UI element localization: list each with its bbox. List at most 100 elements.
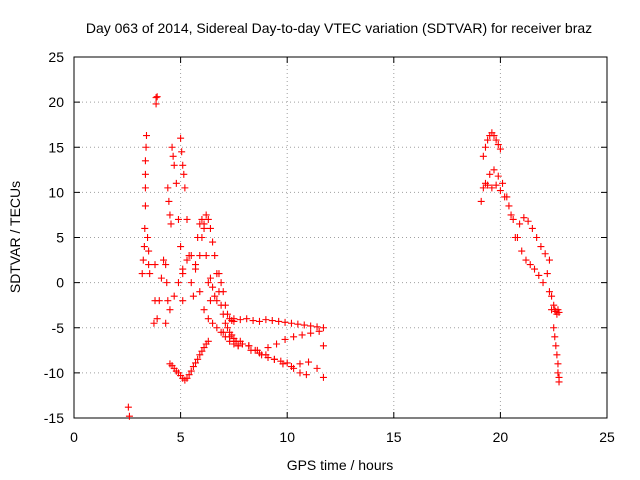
series-tail-20 xyxy=(477,181,547,287)
data-point xyxy=(238,340,246,348)
series-low-arc-5 xyxy=(166,337,212,384)
data-point xyxy=(187,279,195,287)
data-point xyxy=(183,256,191,264)
data-point xyxy=(174,279,182,287)
data-point xyxy=(232,337,240,345)
data-point xyxy=(496,187,504,195)
series-band-7 xyxy=(206,270,238,325)
data-point xyxy=(211,292,219,300)
data-point xyxy=(166,211,174,219)
data-point xyxy=(221,301,229,309)
data-point xyxy=(179,161,187,169)
data-point xyxy=(509,215,517,223)
data-point xyxy=(553,351,561,359)
data-point xyxy=(273,340,281,348)
data-point xyxy=(537,243,545,251)
data-point xyxy=(164,184,172,192)
data-point xyxy=(298,331,306,339)
data-point xyxy=(499,179,507,187)
data-point xyxy=(164,297,172,305)
series-tail-21 xyxy=(481,166,553,264)
series-arc-4 xyxy=(153,256,172,323)
series-band-4.5 xyxy=(164,143,187,305)
data-point xyxy=(550,301,558,309)
data-point xyxy=(174,215,182,223)
series-drop-22.6 xyxy=(548,292,563,318)
data-point xyxy=(290,333,298,341)
data-point xyxy=(296,369,304,377)
x-tick-labels: 0 5 10 15 20 25 xyxy=(70,429,615,445)
data-point xyxy=(150,319,158,327)
data-point xyxy=(141,224,149,232)
data-point xyxy=(192,359,200,367)
data-point xyxy=(125,412,133,420)
data-point xyxy=(139,256,147,264)
data-point xyxy=(520,214,528,222)
data-point xyxy=(264,354,272,362)
data-point xyxy=(251,346,259,354)
data-point xyxy=(494,172,502,180)
data-point xyxy=(179,297,187,305)
series-spike-3.3 xyxy=(138,132,154,278)
data-point xyxy=(236,316,244,324)
data-point xyxy=(307,329,315,337)
data-point xyxy=(209,319,217,327)
data-point xyxy=(206,297,214,305)
y-tick-label: -5 xyxy=(52,320,65,336)
data-point xyxy=(484,136,492,144)
data-point xyxy=(492,181,500,189)
data-point xyxy=(518,247,526,255)
data-point xyxy=(302,371,310,379)
data-point xyxy=(245,342,253,350)
data-point xyxy=(204,315,212,323)
data-point xyxy=(479,184,487,192)
data-point xyxy=(496,145,504,153)
y-tick-label: 10 xyxy=(48,184,64,200)
y-tick-label: 15 xyxy=(48,139,64,155)
data-point xyxy=(215,270,223,278)
data-point xyxy=(219,328,227,336)
data-point xyxy=(200,306,208,314)
data-point xyxy=(539,279,547,287)
x-axis-label: GPS time / hours xyxy=(287,457,394,473)
data-points xyxy=(124,93,563,420)
series-mid-cloud xyxy=(162,252,242,350)
data-point xyxy=(319,324,327,332)
data-point xyxy=(200,344,208,352)
chart-title: Day 063 of 2014, Sidereal Day-to-day VTE… xyxy=(86,20,592,36)
data-point xyxy=(177,134,185,142)
data-point xyxy=(490,132,498,140)
data-point xyxy=(213,324,221,332)
data-point xyxy=(217,279,225,287)
data-point xyxy=(146,270,154,278)
data-point xyxy=(526,261,534,269)
data-point xyxy=(145,261,153,269)
series-tail-19.5 xyxy=(479,129,504,160)
data-point xyxy=(153,93,161,101)
data-point xyxy=(283,359,291,367)
data-point xyxy=(152,94,160,102)
data-point xyxy=(213,297,221,305)
data-point xyxy=(141,157,149,165)
data-point xyxy=(181,184,189,192)
data-point xyxy=(221,319,229,327)
data-point xyxy=(196,252,204,260)
data-point xyxy=(165,197,173,205)
data-point xyxy=(196,351,204,359)
data-point xyxy=(145,247,153,255)
data-point xyxy=(166,306,174,314)
data-point xyxy=(204,337,212,345)
data-point xyxy=(555,308,563,316)
data-point xyxy=(142,143,150,151)
data-point xyxy=(319,342,327,350)
data-point xyxy=(507,211,515,219)
data-point xyxy=(296,360,304,368)
data-point xyxy=(160,256,168,264)
data-point xyxy=(168,143,176,151)
data-point xyxy=(198,347,206,355)
data-point xyxy=(479,152,487,160)
data-point xyxy=(206,274,214,282)
data-point xyxy=(287,319,295,327)
data-point xyxy=(516,220,524,228)
data-point xyxy=(124,403,132,411)
